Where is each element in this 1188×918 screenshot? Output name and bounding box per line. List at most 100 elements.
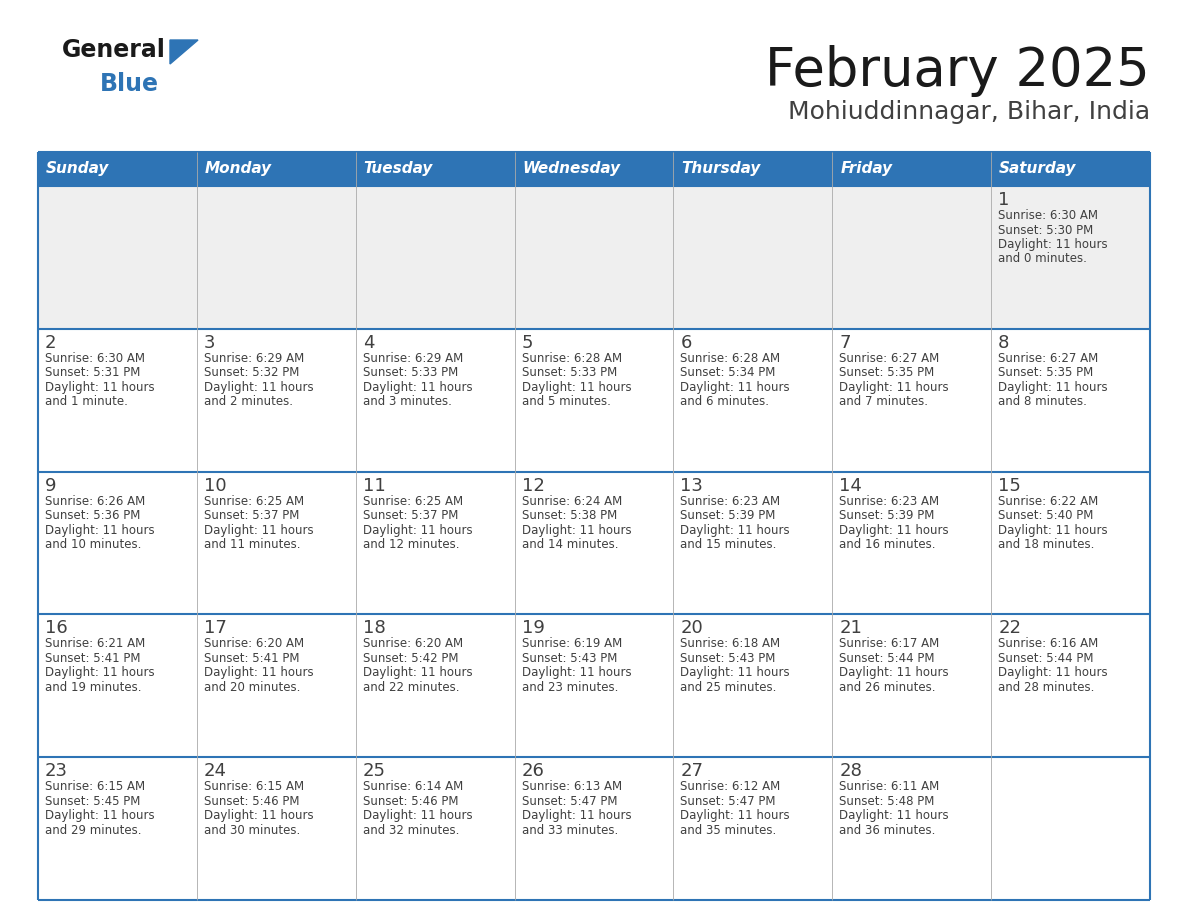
Text: 15: 15 bbox=[998, 476, 1020, 495]
Text: and 35 minutes.: and 35 minutes. bbox=[681, 823, 777, 836]
Text: Sunrise: 6:17 AM: Sunrise: 6:17 AM bbox=[839, 637, 940, 650]
Text: Daylight: 11 hours: Daylight: 11 hours bbox=[362, 523, 473, 537]
Text: Daylight: 11 hours: Daylight: 11 hours bbox=[998, 381, 1107, 394]
Text: and 25 minutes.: and 25 minutes. bbox=[681, 681, 777, 694]
Text: 1: 1 bbox=[998, 191, 1010, 209]
Text: Sunrise: 6:29 AM: Sunrise: 6:29 AM bbox=[204, 352, 304, 364]
Text: Sunrise: 6:18 AM: Sunrise: 6:18 AM bbox=[681, 637, 781, 650]
Text: Sunrise: 6:12 AM: Sunrise: 6:12 AM bbox=[681, 780, 781, 793]
Text: Sunset: 5:42 PM: Sunset: 5:42 PM bbox=[362, 652, 459, 665]
Text: Daylight: 11 hours: Daylight: 11 hours bbox=[681, 666, 790, 679]
Text: and 33 minutes.: and 33 minutes. bbox=[522, 823, 618, 836]
Text: Sunset: 5:38 PM: Sunset: 5:38 PM bbox=[522, 509, 617, 522]
Text: 7: 7 bbox=[839, 334, 851, 352]
Text: Sunrise: 6:23 AM: Sunrise: 6:23 AM bbox=[839, 495, 940, 508]
Text: and 22 minutes.: and 22 minutes. bbox=[362, 681, 460, 694]
Text: Saturday: Saturday bbox=[999, 162, 1076, 176]
Text: Daylight: 11 hours: Daylight: 11 hours bbox=[204, 666, 314, 679]
Text: and 20 minutes.: and 20 minutes. bbox=[204, 681, 301, 694]
Text: Sunrise: 6:21 AM: Sunrise: 6:21 AM bbox=[45, 637, 145, 650]
Text: Mohiuddinnagar, Bihar, India: Mohiuddinnagar, Bihar, India bbox=[788, 100, 1150, 124]
Text: 12: 12 bbox=[522, 476, 544, 495]
Text: and 19 minutes.: and 19 minutes. bbox=[45, 681, 141, 694]
Text: Daylight: 11 hours: Daylight: 11 hours bbox=[204, 809, 314, 823]
Text: Blue: Blue bbox=[100, 72, 159, 96]
Text: 9: 9 bbox=[45, 476, 57, 495]
Text: and 29 minutes.: and 29 minutes. bbox=[45, 823, 141, 836]
Text: Sunrise: 6:11 AM: Sunrise: 6:11 AM bbox=[839, 780, 940, 793]
Text: Sunrise: 6:25 AM: Sunrise: 6:25 AM bbox=[362, 495, 463, 508]
Text: Sunrise: 6:28 AM: Sunrise: 6:28 AM bbox=[522, 352, 621, 364]
Text: Daylight: 11 hours: Daylight: 11 hours bbox=[522, 523, 631, 537]
Text: and 8 minutes.: and 8 minutes. bbox=[998, 396, 1087, 409]
Text: Sunrise: 6:20 AM: Sunrise: 6:20 AM bbox=[362, 637, 463, 650]
Text: 19: 19 bbox=[522, 620, 544, 637]
Text: Wednesday: Wednesday bbox=[523, 162, 620, 176]
Text: Sunrise: 6:16 AM: Sunrise: 6:16 AM bbox=[998, 637, 1099, 650]
Text: Sunrise: 6:30 AM: Sunrise: 6:30 AM bbox=[998, 209, 1098, 222]
Text: Sunset: 5:44 PM: Sunset: 5:44 PM bbox=[998, 652, 1094, 665]
Text: Sunset: 5:45 PM: Sunset: 5:45 PM bbox=[45, 795, 140, 808]
Text: Sunset: 5:47 PM: Sunset: 5:47 PM bbox=[522, 795, 617, 808]
Text: Daylight: 11 hours: Daylight: 11 hours bbox=[45, 666, 154, 679]
Text: 24: 24 bbox=[204, 762, 227, 780]
Text: Daylight: 11 hours: Daylight: 11 hours bbox=[362, 381, 473, 394]
Text: Sunrise: 6:28 AM: Sunrise: 6:28 AM bbox=[681, 352, 781, 364]
Text: and 36 minutes.: and 36 minutes. bbox=[839, 823, 936, 836]
Text: and 10 minutes.: and 10 minutes. bbox=[45, 538, 141, 551]
Text: and 18 minutes.: and 18 minutes. bbox=[998, 538, 1094, 551]
Text: Daylight: 11 hours: Daylight: 11 hours bbox=[681, 381, 790, 394]
Text: Sunset: 5:48 PM: Sunset: 5:48 PM bbox=[839, 795, 935, 808]
Text: 18: 18 bbox=[362, 620, 385, 637]
Text: Sunset: 5:31 PM: Sunset: 5:31 PM bbox=[45, 366, 140, 379]
Text: 11: 11 bbox=[362, 476, 385, 495]
Text: 3: 3 bbox=[204, 334, 215, 352]
Text: and 2 minutes.: and 2 minutes. bbox=[204, 396, 293, 409]
Text: Sunset: 5:43 PM: Sunset: 5:43 PM bbox=[681, 652, 776, 665]
Bar bbox=[38, 614, 1150, 757]
Text: and 3 minutes.: and 3 minutes. bbox=[362, 396, 451, 409]
Text: 14: 14 bbox=[839, 476, 862, 495]
Text: and 16 minutes.: and 16 minutes. bbox=[839, 538, 936, 551]
Text: Daylight: 11 hours: Daylight: 11 hours bbox=[204, 523, 314, 537]
Text: Sunday: Sunday bbox=[46, 162, 109, 176]
Text: 25: 25 bbox=[362, 762, 386, 780]
Text: Sunrise: 6:26 AM: Sunrise: 6:26 AM bbox=[45, 495, 145, 508]
Text: Sunrise: 6:15 AM: Sunrise: 6:15 AM bbox=[45, 780, 145, 793]
Text: Sunrise: 6:27 AM: Sunrise: 6:27 AM bbox=[839, 352, 940, 364]
Text: Sunset: 5:41 PM: Sunset: 5:41 PM bbox=[45, 652, 140, 665]
Text: Daylight: 11 hours: Daylight: 11 hours bbox=[522, 381, 631, 394]
Text: Sunset: 5:30 PM: Sunset: 5:30 PM bbox=[998, 223, 1093, 237]
Text: Sunrise: 6:22 AM: Sunrise: 6:22 AM bbox=[998, 495, 1099, 508]
Text: 21: 21 bbox=[839, 620, 862, 637]
Text: and 28 minutes.: and 28 minutes. bbox=[998, 681, 1094, 694]
Text: Daylight: 11 hours: Daylight: 11 hours bbox=[998, 666, 1107, 679]
Text: Daylight: 11 hours: Daylight: 11 hours bbox=[998, 238, 1107, 251]
Text: and 26 minutes.: and 26 minutes. bbox=[839, 681, 936, 694]
Text: 5: 5 bbox=[522, 334, 533, 352]
Text: Sunrise: 6:13 AM: Sunrise: 6:13 AM bbox=[522, 780, 621, 793]
Text: Sunset: 5:46 PM: Sunset: 5:46 PM bbox=[204, 795, 299, 808]
Text: Friday: Friday bbox=[840, 162, 892, 176]
Text: and 5 minutes.: and 5 minutes. bbox=[522, 396, 611, 409]
Text: and 32 minutes.: and 32 minutes. bbox=[362, 823, 459, 836]
Text: 4: 4 bbox=[362, 334, 374, 352]
Text: Sunrise: 6:24 AM: Sunrise: 6:24 AM bbox=[522, 495, 621, 508]
Text: Daylight: 11 hours: Daylight: 11 hours bbox=[681, 523, 790, 537]
Text: Sunrise: 6:27 AM: Sunrise: 6:27 AM bbox=[998, 352, 1099, 364]
Text: Daylight: 11 hours: Daylight: 11 hours bbox=[45, 809, 154, 823]
Text: 2: 2 bbox=[45, 334, 57, 352]
Bar bbox=[38, 329, 1150, 472]
Text: 13: 13 bbox=[681, 476, 703, 495]
Text: Sunset: 5:35 PM: Sunset: 5:35 PM bbox=[839, 366, 935, 379]
Text: and 23 minutes.: and 23 minutes. bbox=[522, 681, 618, 694]
Text: Monday: Monday bbox=[204, 162, 272, 176]
Text: Sunrise: 6:19 AM: Sunrise: 6:19 AM bbox=[522, 637, 621, 650]
Bar bbox=[38, 757, 1150, 900]
Text: Tuesday: Tuesday bbox=[364, 162, 434, 176]
Text: Sunset: 5:44 PM: Sunset: 5:44 PM bbox=[839, 652, 935, 665]
Text: Daylight: 11 hours: Daylight: 11 hours bbox=[362, 809, 473, 823]
Text: Sunset: 5:41 PM: Sunset: 5:41 PM bbox=[204, 652, 299, 665]
Text: Sunrise: 6:29 AM: Sunrise: 6:29 AM bbox=[362, 352, 463, 364]
Text: Sunset: 5:36 PM: Sunset: 5:36 PM bbox=[45, 509, 140, 522]
